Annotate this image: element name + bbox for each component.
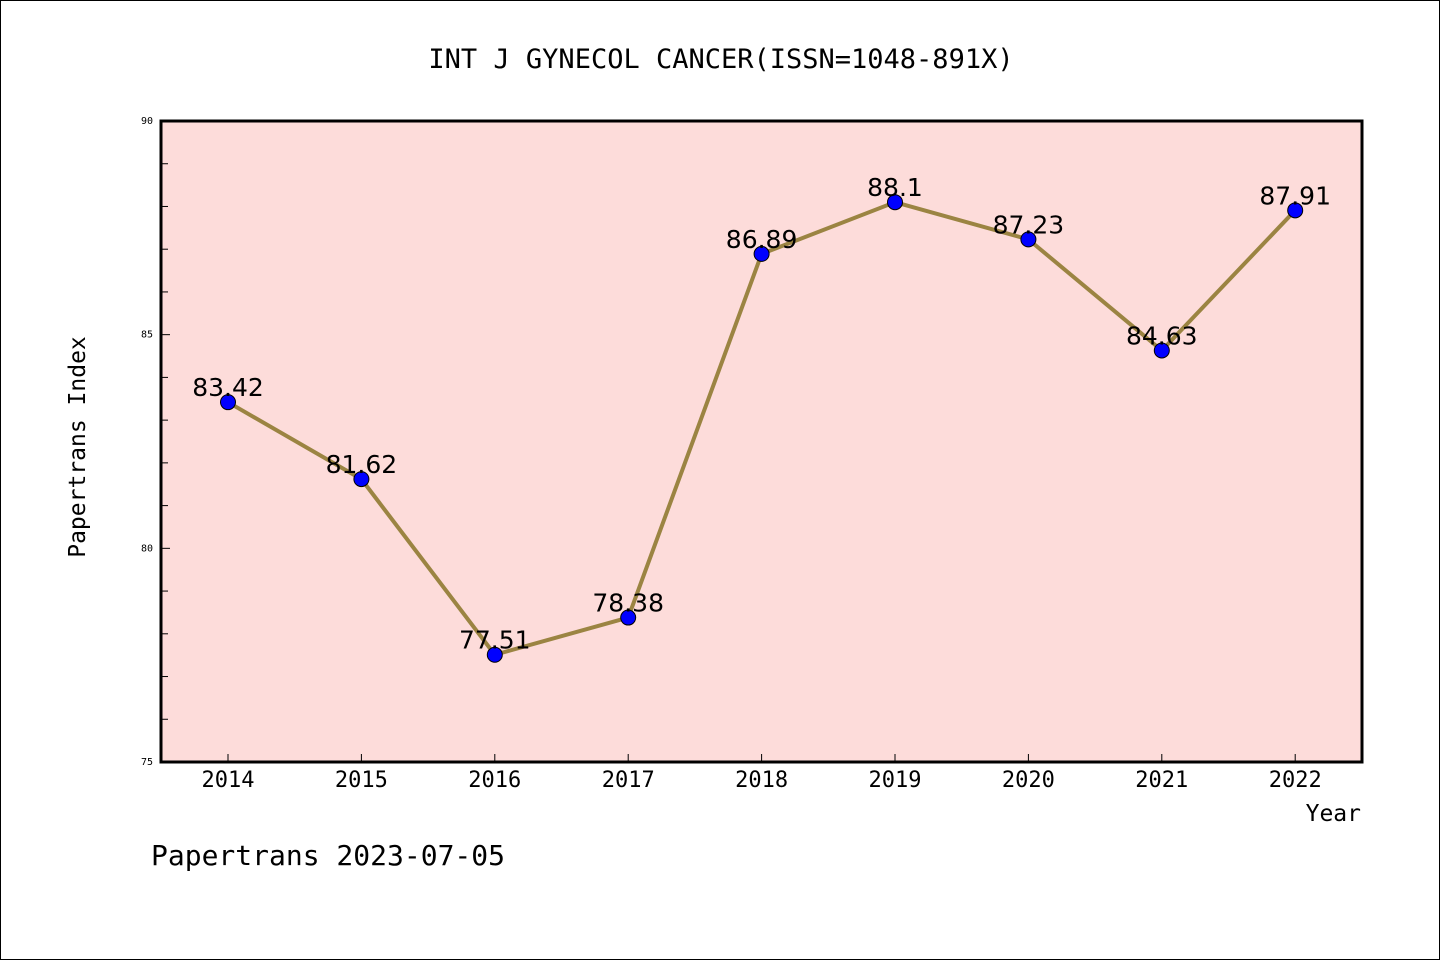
x-tick-label: 2017 (602, 768, 655, 793)
x-tick-label: 2020 (1002, 768, 1055, 793)
data-label: 84.63 (1126, 321, 1198, 350)
data-point (753, 245, 770, 262)
data-point (220, 394, 236, 411)
footer-text: Papertrans 2023-07-05 (151, 839, 505, 872)
data-labels: 83.42 81.62 77.51 78.38 86.89 88.1 87.23 84.63 8… (192, 173, 1331, 655)
x-tick-label: 2016 (468, 768, 521, 793)
x-tick-label: 2022 (1269, 768, 1322, 793)
data-label: 87.91 (1259, 181, 1331, 210)
y-axis-label: Papertrans Index (65, 336, 91, 558)
y-tick-label: 85 (141, 330, 153, 341)
data-label: 77.51 (459, 626, 531, 655)
data-point (353, 471, 370, 488)
plot-area (159, 119, 1364, 764)
x-tick-label: 2018 (735, 768, 788, 793)
x-tick-label: 2014 (202, 768, 255, 793)
y-tick-label: 75 (141, 757, 153, 768)
data-label: 78.38 (592, 589, 664, 618)
x-tick-label: 2021 (1135, 768, 1188, 793)
data-point (1020, 231, 1037, 248)
data-label: 86.89 (726, 225, 798, 254)
chart-title: INT J GYNECOL CANCER(ISSN=1048-891X) (428, 44, 1013, 75)
data-label: 88.1 (867, 173, 923, 202)
x-tick-label: 2019 (869, 768, 922, 793)
data-point (486, 646, 503, 663)
series-line-group (220, 194, 1304, 663)
x-axis-label: Year (1306, 801, 1361, 827)
y-axis: 75 80 85 90 (141, 116, 170, 768)
data-label: 87.23 (993, 210, 1065, 239)
x-tick-label: 2015 (335, 768, 388, 793)
data-point (1153, 342, 1170, 359)
data-point (620, 609, 637, 626)
data-point (1287, 202, 1304, 219)
y-tick-label: 90 (141, 116, 153, 127)
data-label: 81.62 (326, 450, 398, 479)
data-point (887, 194, 903, 211)
data-label: 83.42 (192, 373, 264, 402)
x-axis: 2014 2015 2016 2017 2018 2019 2020 2021 2022 (202, 754, 1322, 793)
y-tick-label: 80 (141, 543, 153, 554)
